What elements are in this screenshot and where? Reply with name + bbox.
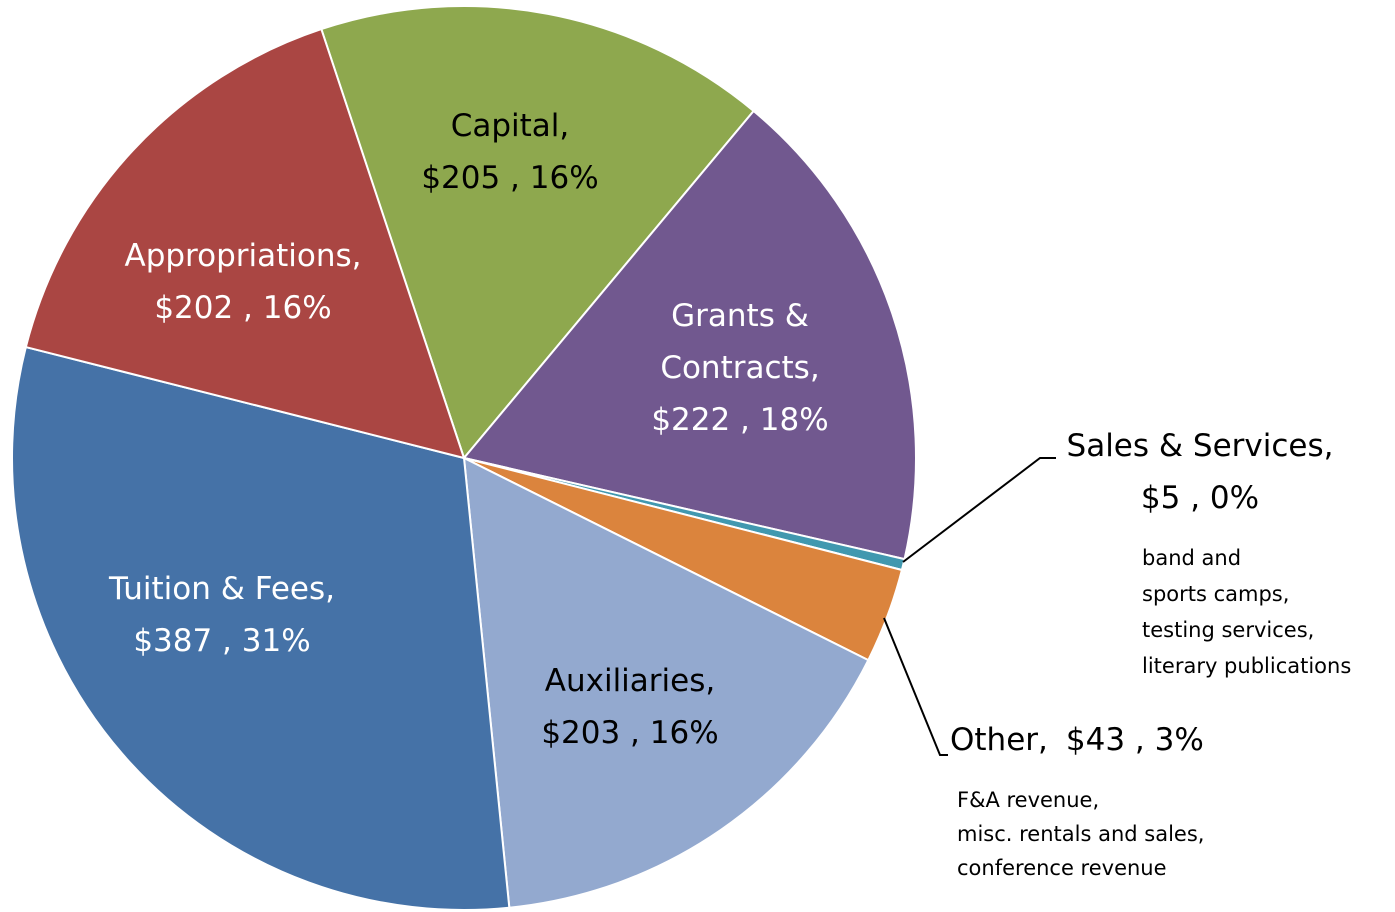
pie-slice xyxy=(462,109,917,561)
annotation: F&A revenue, misc. rentals and sales, conf… xyxy=(957,783,1204,885)
value-label: $43 , 3% xyxy=(1065,722,1204,758)
data-label: Auxiliaries, $203 , 16% xyxy=(490,655,770,759)
category-label: Tuition & Fees, xyxy=(108,571,336,607)
data-label: Appropriations, $202 , 16% xyxy=(88,230,398,334)
annotation-line: sports camps, xyxy=(1142,582,1290,606)
data-label: Tuition & Fees, $387 , 31% xyxy=(72,563,372,667)
value-label: $203 , 16% xyxy=(541,715,719,751)
pie-slice xyxy=(24,27,466,460)
value-label: $202 , 16% xyxy=(154,290,332,326)
category-label: Grants & Contracts, xyxy=(660,298,820,386)
value-label: $205 , 16% xyxy=(421,160,599,196)
pie xyxy=(11,5,917,911)
value-label: $387 , 31% xyxy=(133,623,311,659)
category-label: Sales & Services, xyxy=(1066,428,1334,464)
pie-slice xyxy=(462,456,870,909)
annotation: band and sports camps, testing services, li… xyxy=(1142,540,1351,684)
leader-line xyxy=(902,457,1056,563)
data-label: Sales & Services, $5 , 0% xyxy=(1040,420,1360,524)
category-label: Other, xyxy=(950,722,1048,758)
value-label: $5 , 0% xyxy=(1140,480,1260,516)
annotation-line: F&A revenue, xyxy=(957,788,1100,812)
data-label: Other, $43 , 3% xyxy=(950,714,1250,766)
pie-slice xyxy=(320,5,756,461)
category-label: Capital, xyxy=(450,108,570,144)
pie-slice xyxy=(11,345,511,911)
data-label: Capital, $205 , 16% xyxy=(380,100,640,204)
leader-line xyxy=(883,617,948,756)
data-label: Grants & Contracts, $222 , 18% xyxy=(610,290,870,446)
annotation-line: literary publications xyxy=(1142,654,1352,678)
category-label: Auxiliaries, xyxy=(544,663,716,699)
annotation-line: band and xyxy=(1142,546,1242,570)
category-label: Appropriations, xyxy=(124,238,362,274)
annotation-line: conference revenue xyxy=(957,856,1167,880)
annotation-line: testing services, xyxy=(1142,618,1315,642)
annotation-line: misc. rentals and sales, xyxy=(957,822,1205,846)
value-label: $222 , 18% xyxy=(651,402,829,438)
